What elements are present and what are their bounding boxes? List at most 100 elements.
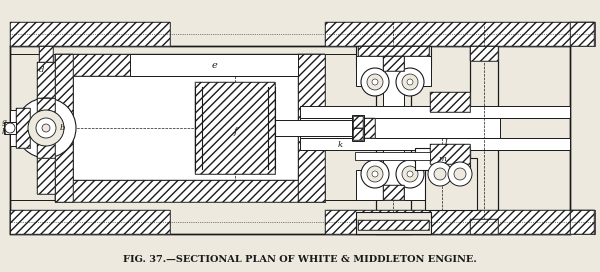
- Circle shape: [402, 74, 418, 90]
- Circle shape: [361, 68, 389, 96]
- Circle shape: [16, 98, 76, 158]
- Bar: [298, 54, 325, 202]
- Bar: [425, 158, 477, 210]
- Bar: [470, 46, 498, 234]
- Bar: [470, 46, 498, 61]
- Bar: [383, 56, 404, 71]
- Bar: [355, 118, 375, 138]
- Bar: [383, 185, 404, 200]
- Circle shape: [448, 162, 472, 186]
- Bar: [352, 115, 364, 141]
- Bar: [353, 116, 363, 128]
- Circle shape: [42, 124, 50, 132]
- Bar: [430, 92, 470, 112]
- Text: FIG. 37.—SECTIONAL PLAN OF WHITE & MIDDLETON ENGINE.: FIG. 37.—SECTIONAL PLAN OF WHITE & MIDDL…: [123, 255, 477, 264]
- Bar: [10, 210, 170, 234]
- Bar: [353, 116, 363, 128]
- Bar: [16, 108, 30, 148]
- Bar: [356, 56, 431, 86]
- Bar: [37, 62, 55, 194]
- Bar: [37, 62, 55, 194]
- Bar: [10, 22, 170, 46]
- Bar: [325, 210, 595, 234]
- Circle shape: [367, 166, 383, 182]
- Bar: [430, 144, 470, 164]
- Bar: [358, 220, 429, 230]
- Circle shape: [396, 160, 424, 188]
- Text: m: m: [438, 155, 446, 163]
- Bar: [325, 210, 595, 234]
- Text: f: f: [233, 126, 237, 135]
- Bar: [195, 82, 275, 174]
- Bar: [4, 122, 16, 134]
- Bar: [325, 22, 595, 46]
- Bar: [356, 170, 431, 200]
- Text: h: h: [2, 128, 7, 136]
- Bar: [37, 98, 55, 158]
- Circle shape: [434, 168, 446, 180]
- Bar: [10, 22, 170, 46]
- Circle shape: [407, 79, 413, 85]
- Bar: [470, 219, 498, 234]
- Bar: [570, 210, 594, 234]
- Bar: [470, 219, 498, 234]
- Bar: [376, 46, 411, 234]
- Bar: [570, 210, 594, 234]
- Circle shape: [454, 168, 466, 180]
- Bar: [195, 82, 275, 174]
- Bar: [355, 152, 430, 160]
- Bar: [10, 210, 170, 234]
- Bar: [55, 54, 73, 202]
- Bar: [358, 46, 429, 56]
- Circle shape: [28, 110, 64, 146]
- Bar: [55, 54, 73, 202]
- Bar: [37, 98, 55, 158]
- Bar: [570, 22, 594, 46]
- Bar: [275, 120, 355, 136]
- Bar: [300, 106, 570, 118]
- Circle shape: [5, 123, 15, 133]
- Bar: [325, 22, 595, 46]
- Bar: [130, 54, 298, 76]
- Bar: [39, 46, 53, 62]
- Bar: [430, 144, 470, 164]
- Bar: [55, 54, 325, 76]
- Circle shape: [402, 166, 418, 182]
- Bar: [358, 220, 429, 230]
- Bar: [470, 46, 498, 61]
- Bar: [10, 110, 37, 146]
- Bar: [73, 76, 298, 180]
- Text: g: g: [2, 118, 7, 126]
- Bar: [358, 46, 429, 56]
- Bar: [355, 118, 375, 138]
- Circle shape: [361, 160, 389, 188]
- Bar: [300, 118, 500, 138]
- Bar: [415, 148, 470, 170]
- Circle shape: [407, 171, 413, 177]
- Text: b: b: [59, 124, 65, 132]
- Text: e: e: [211, 60, 217, 70]
- Bar: [55, 180, 325, 202]
- Bar: [383, 185, 404, 200]
- Bar: [570, 22, 594, 46]
- Bar: [55, 180, 325, 202]
- Text: l: l: [445, 139, 448, 147]
- Circle shape: [367, 74, 383, 90]
- Bar: [298, 54, 325, 202]
- Circle shape: [372, 79, 378, 85]
- Circle shape: [372, 171, 378, 177]
- Bar: [16, 108, 30, 148]
- Circle shape: [396, 68, 424, 96]
- Circle shape: [36, 118, 56, 138]
- Circle shape: [428, 162, 452, 186]
- Bar: [430, 92, 470, 112]
- Bar: [383, 56, 404, 200]
- Bar: [300, 138, 570, 150]
- Bar: [55, 54, 325, 76]
- Bar: [39, 46, 53, 62]
- Bar: [10, 46, 570, 234]
- Text: d: d: [40, 66, 44, 74]
- Bar: [353, 128, 363, 140]
- Bar: [356, 46, 431, 68]
- Bar: [383, 56, 404, 71]
